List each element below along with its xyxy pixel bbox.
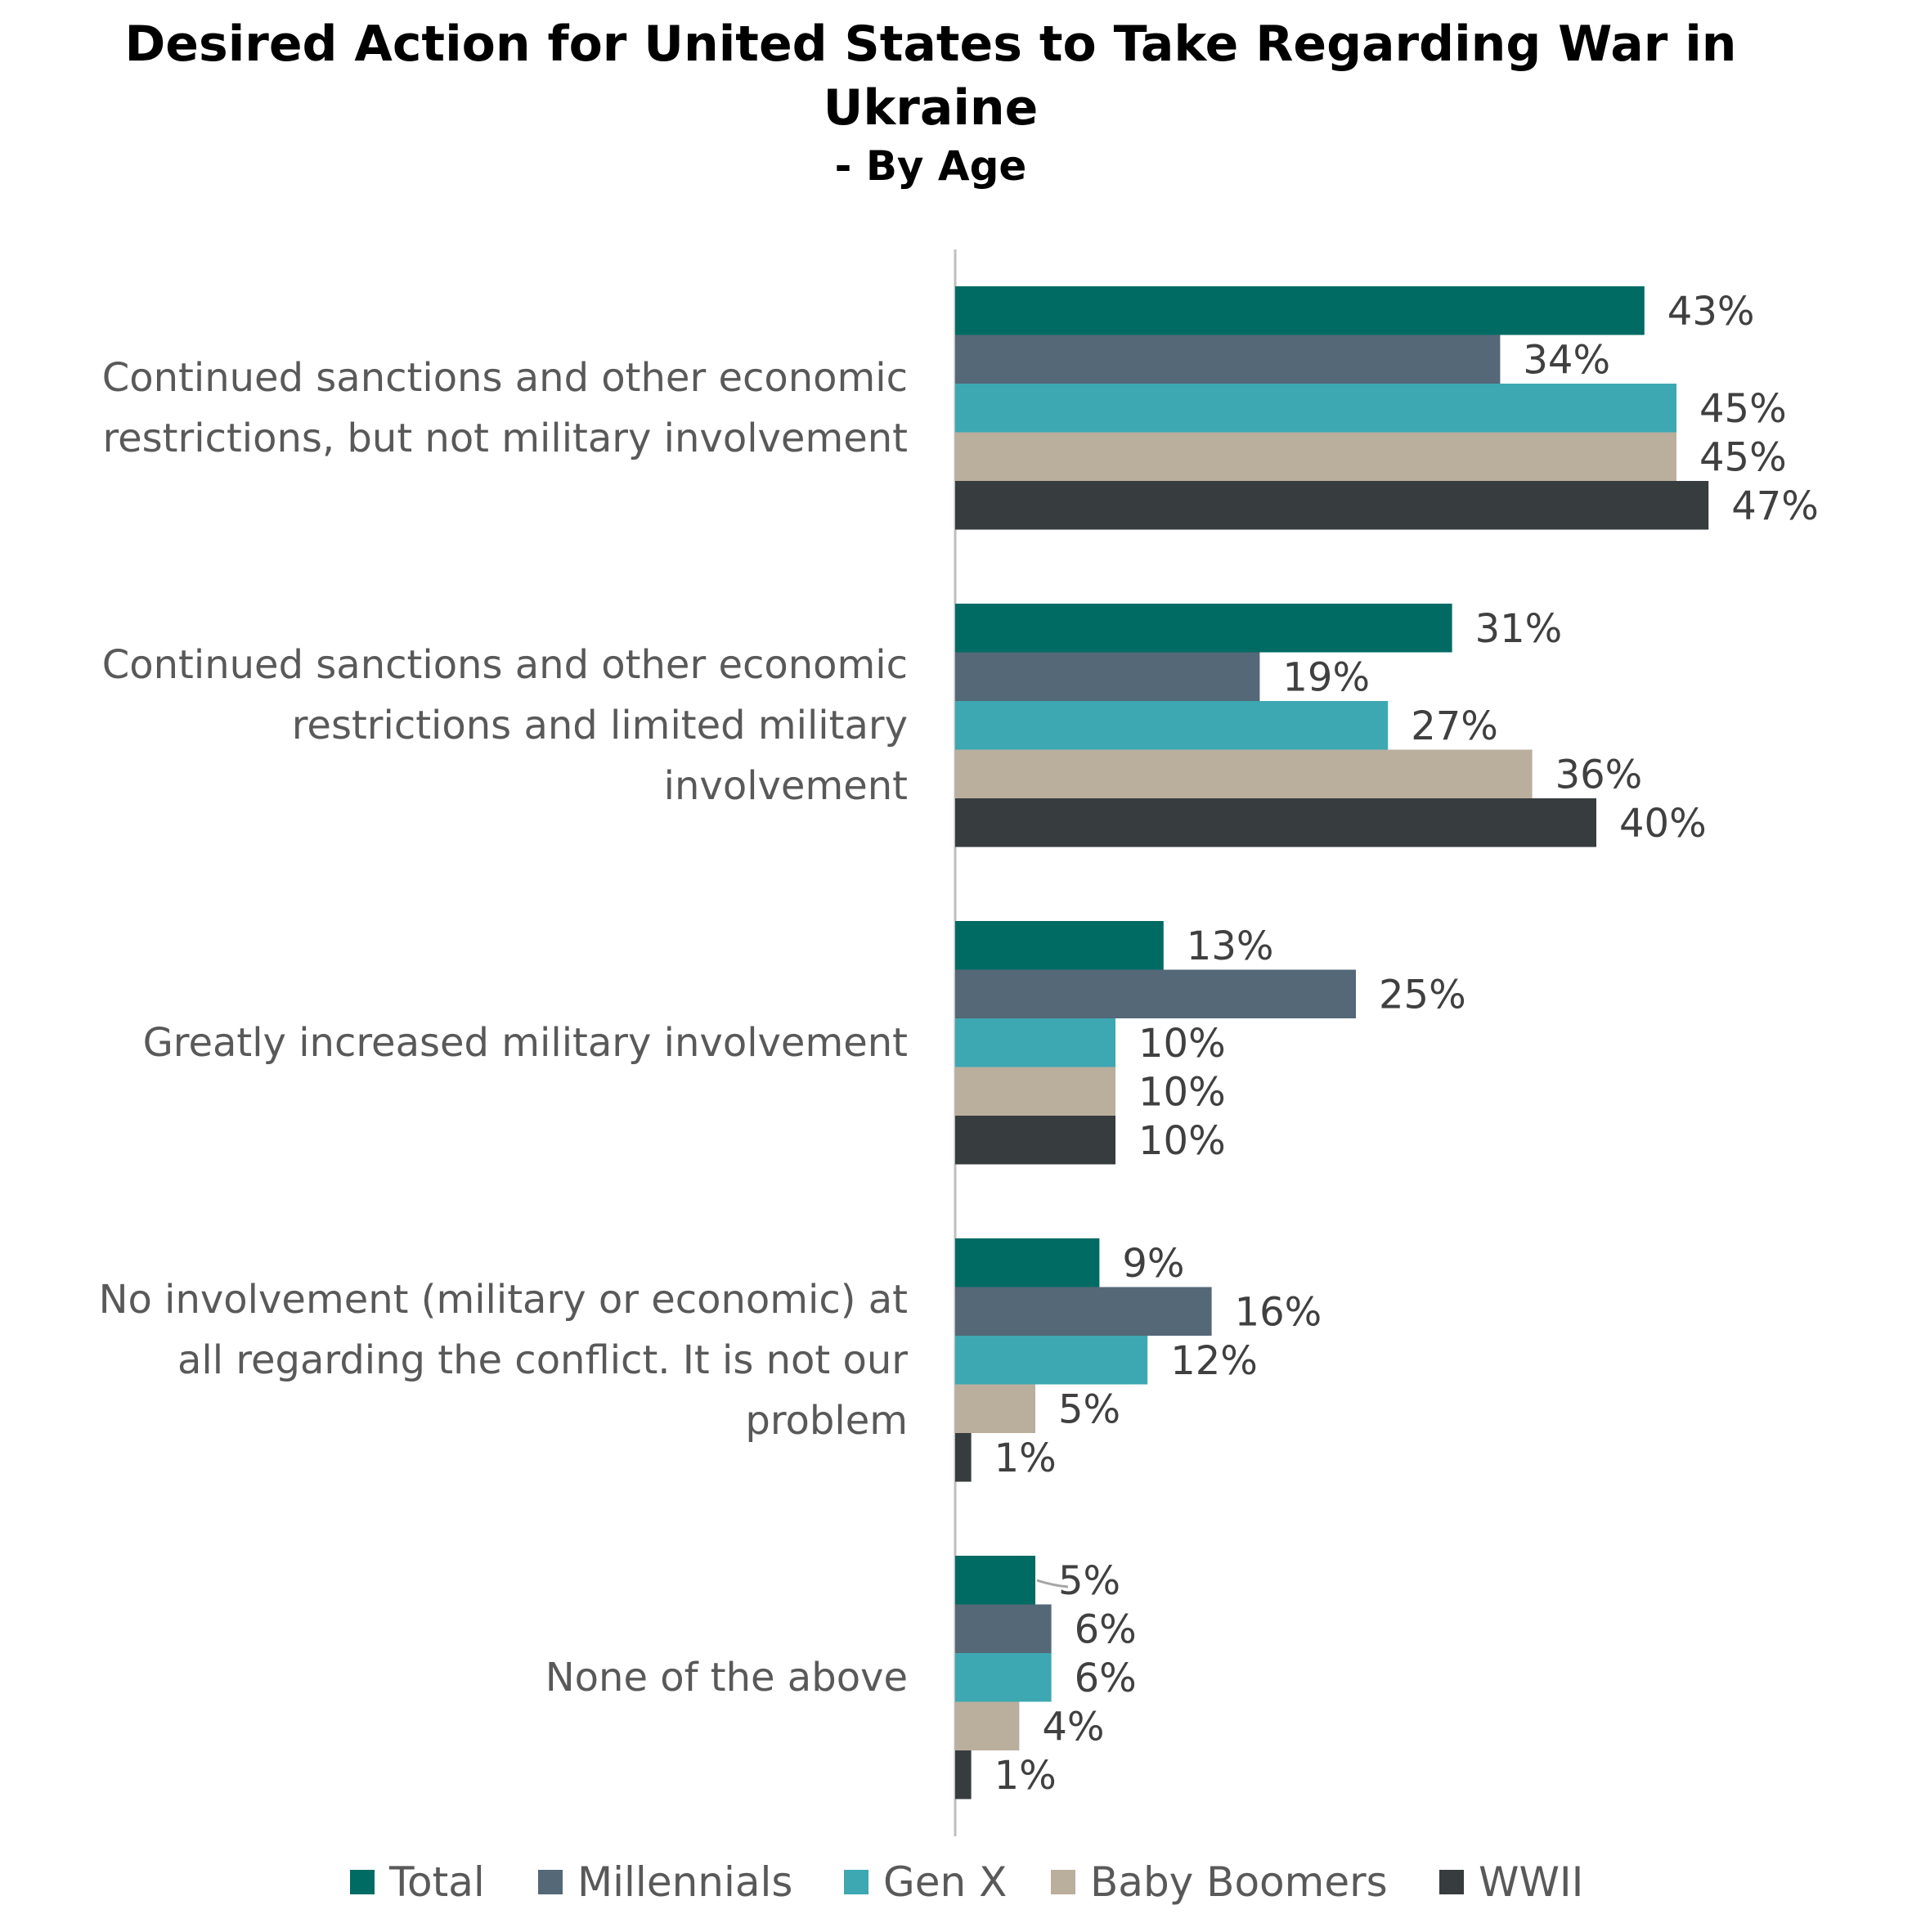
- value-label: 45%: [1699, 434, 1787, 480]
- bar-gen-x: [955, 384, 1676, 433]
- value-label: 40%: [1619, 801, 1707, 847]
- legend-label: Millennials: [577, 1858, 792, 1906]
- value-labels: 43%34%45%45%47%31%19%27%36%40%13%25%10%1…: [994, 289, 1819, 1799]
- legend-label: Gen X: [883, 1858, 1007, 1906]
- bar-millennials: [955, 335, 1501, 384]
- chart-title-line-1: Desired Action for United States to Take…: [125, 16, 1737, 73]
- bar-wwii: [955, 1750, 972, 1799]
- bar-millennials: [955, 1604, 1052, 1653]
- category-labels: Continued sanctions and other economic re…: [99, 355, 909, 1701]
- bar-total: [955, 1556, 1035, 1605]
- chart-title-group: Desired Action for United States to Take…: [125, 16, 1737, 190]
- category-label: Greatly increased military involvement: [143, 1020, 908, 1066]
- category-label: restrictions and limited military: [292, 703, 908, 748]
- value-label: 6%: [1075, 1606, 1137, 1652]
- value-label: 27%: [1411, 703, 1498, 749]
- chart-title-line-2: Ukraine: [824, 79, 1039, 137]
- category-label: No involvement (military or economic) at: [99, 1277, 908, 1323]
- bar-total: [955, 921, 1164, 970]
- bars: [955, 286, 1709, 1799]
- category-label: Continued sanctions and other economic: [102, 642, 908, 688]
- bar-gen-x: [955, 1653, 1052, 1702]
- bar-baby-boomers: [955, 749, 1533, 798]
- value-label: 31%: [1475, 606, 1563, 652]
- category-label: all regarding the conflict. It is not ou…: [177, 1337, 908, 1383]
- bar-total: [955, 286, 1645, 335]
- bar-millennials: [955, 652, 1260, 701]
- value-label: 36%: [1555, 752, 1643, 798]
- value-label: 13%: [1187, 923, 1274, 969]
- value-label: 25%: [1379, 972, 1466, 1018]
- bar-gen-x: [955, 1018, 1115, 1067]
- value-label: 47%: [1731, 483, 1819, 529]
- bar-total: [955, 604, 1452, 653]
- bar-baby-boomers: [955, 1701, 1020, 1750]
- value-label: 19%: [1282, 654, 1370, 700]
- bar-baby-boomers: [955, 1067, 1115, 1116]
- bar-wwii: [955, 1116, 1115, 1165]
- bar-baby-boomers: [955, 432, 1676, 481]
- bar-wwii: [955, 798, 1596, 847]
- value-label: 12%: [1170, 1338, 1258, 1384]
- legend-label: WWII: [1479, 1858, 1583, 1906]
- legend-label: Total: [388, 1858, 485, 1906]
- legend-swatch: [844, 1870, 868, 1894]
- category-label: None of the above: [545, 1655, 908, 1701]
- value-label: 5%: [1058, 1558, 1120, 1604]
- legend-swatch: [1051, 1870, 1075, 1894]
- value-label: 4%: [1042, 1704, 1104, 1750]
- value-label: 1%: [994, 1436, 1057, 1481]
- legend: Total Millennials Gen X Baby Boomers WWII: [350, 1858, 1583, 1906]
- bar-millennials: [955, 969, 1356, 1018]
- category-label: involvement: [664, 763, 908, 809]
- value-label: 10%: [1138, 1118, 1226, 1164]
- chart-subtitle: - By Age: [835, 142, 1027, 190]
- value-label: 5%: [1058, 1386, 1120, 1432]
- value-label: 34%: [1523, 337, 1610, 383]
- category-label: Continued sanctions and other economic: [102, 355, 908, 401]
- category-label: problem: [745, 1398, 908, 1444]
- value-label: 6%: [1075, 1656, 1137, 1701]
- category-label: restrictions, but not military involveme…: [102, 416, 908, 461]
- bar-gen-x: [955, 701, 1389, 750]
- value-label: 10%: [1138, 1069, 1226, 1115]
- legend-swatch: [1439, 1870, 1464, 1894]
- legend-swatch: [538, 1870, 563, 1894]
- value-label: 10%: [1138, 1021, 1226, 1067]
- bar-millennials: [955, 1287, 1212, 1336]
- bar-baby-boomers: [955, 1384, 1035, 1433]
- legend-swatch: [350, 1870, 375, 1894]
- value-label: 9%: [1122, 1241, 1184, 1287]
- bar-total: [955, 1238, 1100, 1287]
- value-label: 16%: [1235, 1289, 1322, 1335]
- value-label: 1%: [994, 1753, 1057, 1799]
- value-label: 45%: [1699, 386, 1787, 432]
- value-label: 43%: [1667, 289, 1755, 335]
- leader-line: [1036, 1579, 1069, 1588]
- bar-gen-x: [955, 1336, 1148, 1385]
- bar-wwii: [955, 481, 1709, 530]
- legend-label: Baby Boomers: [1090, 1858, 1388, 1906]
- bar-wwii: [955, 1433, 972, 1482]
